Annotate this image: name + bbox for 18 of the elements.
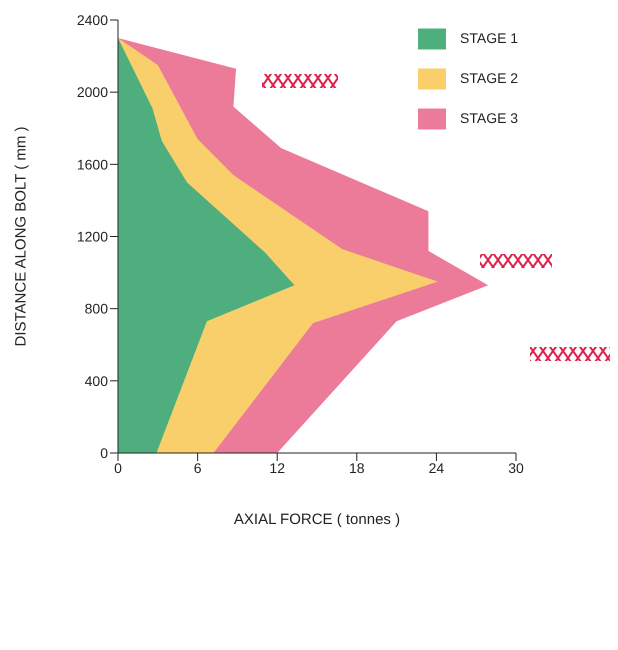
- x-tick-label: 30: [508, 460, 524, 476]
- y-tick-label: 2400: [76, 12, 108, 28]
- y-tick-label: 1200: [76, 228, 108, 244]
- x-tick-label: 6: [194, 460, 202, 476]
- x-tick-label: 18: [349, 460, 365, 476]
- y-axis-title: DISTANCE ALONG BOLT ( mm ): [12, 126, 30, 347]
- y-tick-label: 1600: [76, 156, 108, 172]
- legend-label: STAGE 1: [460, 30, 518, 46]
- y-tick-label: 800: [84, 300, 108, 317]
- y-tick-label: 400: [84, 372, 108, 389]
- legend-label: STAGE 2: [460, 70, 518, 86]
- y-tick-label: 2000: [76, 84, 108, 100]
- x-tick-label: 12: [269, 460, 286, 476]
- x-axis-title: AXIAL FORCE ( tonnes ): [234, 511, 400, 528]
- y-tick-label: 0: [100, 444, 108, 461]
- legend-label: STAGE 3: [460, 110, 518, 126]
- x-tick-label: 0: [114, 460, 122, 476]
- x-tick-label: 24: [428, 460, 444, 476]
